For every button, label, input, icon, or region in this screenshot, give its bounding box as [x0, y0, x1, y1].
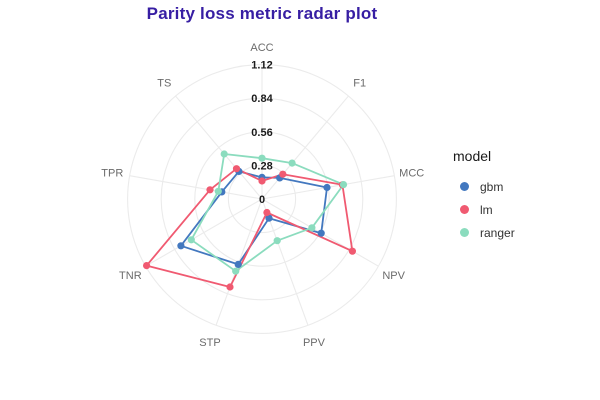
data-point-lm-TNR: [143, 262, 151, 270]
axis-label-STP: STP: [199, 337, 220, 349]
legend-label: ranger: [480, 225, 515, 240]
tick-label-0.84: 0.84: [251, 93, 273, 105]
data-point-lm-NPV: [348, 247, 356, 255]
legend-items: gbm lm ranger: [445, 175, 595, 244]
axis-label-TPR: TPR: [101, 168, 123, 180]
legend-label: lm: [480, 202, 493, 217]
data-point-ranger-ACC: [258, 154, 266, 162]
data-point-ranger-TS: [220, 150, 228, 158]
data-point-gbm-MCC: [323, 183, 331, 192]
legend-dot-ranger: [460, 228, 469, 237]
axis-label-ACC: ACC: [250, 42, 273, 54]
data-point-ranger-NPV: [308, 224, 316, 232]
radar-polygon-ranger: [190, 153, 345, 273]
axis-label-NPV: NPV: [382, 270, 405, 282]
legend-item-lm: lm: [445, 198, 595, 221]
grid-spoke-TNR: [145, 198, 263, 267]
tick-label-0.56: 0.56: [251, 127, 272, 139]
data-point-gbm-STP: [234, 260, 242, 268]
axis-label-TNR: TNR: [119, 270, 142, 282]
data-point-lm-TS: [232, 165, 241, 173]
legend-label: gbm: [480, 179, 504, 194]
legend-dot-lm: [460, 205, 469, 214]
data-point-lm-STP: [226, 283, 234, 291]
axis-label-TS: TS: [157, 78, 171, 90]
data-point-ranger-F1: [288, 159, 296, 167]
legend: model gbm lm ranger: [445, 147, 595, 244]
tick-label-1.12: 1.12: [251, 60, 272, 72]
data-point-ranger-MCC: [339, 181, 348, 189]
chart-title: Parity loss metric radar plot: [146, 4, 378, 23]
data-point-gbm-NPV: [317, 229, 325, 237]
data-point-lm-ACC: [258, 177, 266, 185]
legend-dot-gbm: [460, 182, 469, 191]
data-point-lm-F1: [279, 170, 287, 178]
data-point-gbm-PPV: [265, 214, 273, 222]
tick-label-0: 0: [259, 194, 265, 206]
data-point-gbm-TNR: [177, 242, 185, 250]
radar-polygon-lm: [145, 167, 354, 288]
grid-spoke-TS: [175, 95, 263, 200]
grid-spoke-F1: [261, 95, 349, 200]
axis-label-MCC: MCC: [399, 168, 424, 180]
axis-label-F1: F1: [353, 78, 366, 90]
tick-label-0.28: 0.28: [251, 160, 272, 172]
legend-title: model: [453, 148, 492, 164]
data-point-lm-PPV: [263, 208, 271, 217]
legend-item-ranger: ranger: [445, 221, 595, 244]
data-point-ranger-STP: [232, 267, 240, 275]
grid-spoke-TPR: [129, 175, 263, 200]
axis-label-PPV: PPV: [303, 337, 326, 349]
data-point-lm-TPR: [206, 186, 214, 194]
legend-item-gbm: gbm: [445, 175, 595, 198]
data-point-ranger-TPR: [214, 187, 222, 195]
data-point-ranger-PPV: [273, 237, 281, 245]
data-point-ranger-TNR: [187, 236, 195, 244]
